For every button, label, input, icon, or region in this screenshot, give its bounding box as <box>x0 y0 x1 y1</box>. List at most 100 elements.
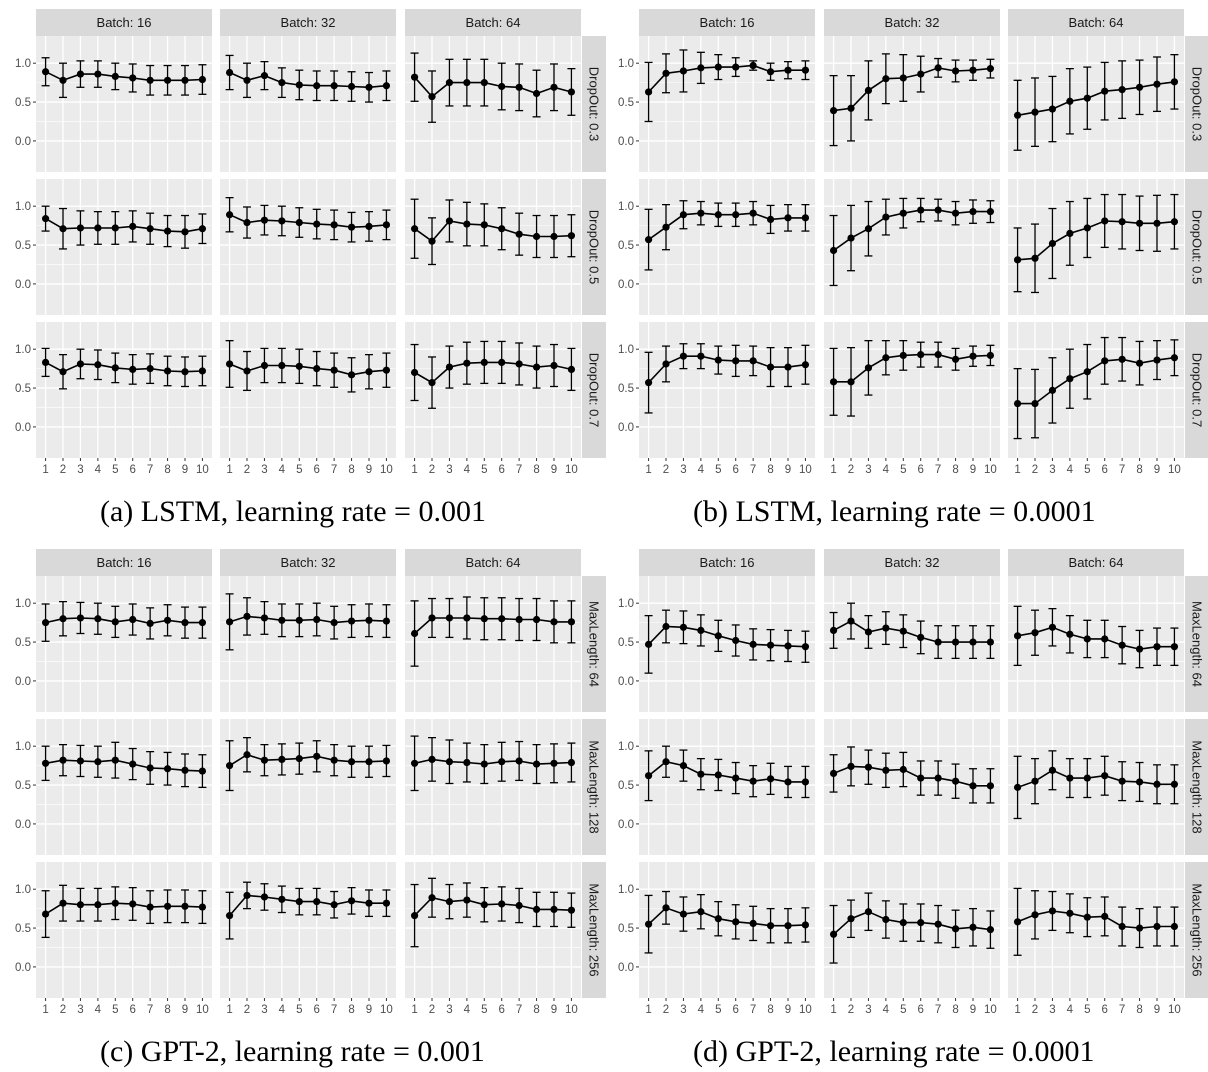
data-point <box>330 82 338 90</box>
col-strip <box>824 9 1000 36</box>
data-point <box>1048 766 1057 774</box>
panel-background <box>1008 36 1184 172</box>
data-point <box>243 891 251 900</box>
data-point <box>567 88 576 96</box>
data-point <box>1170 218 1179 226</box>
series-line <box>833 209 991 252</box>
panel-background <box>405 719 581 855</box>
panel <box>36 719 212 855</box>
x-tick-label: 10 <box>1168 1004 1181 1016</box>
data-point <box>784 214 792 222</box>
data-point <box>550 905 558 914</box>
x-tick-label: 3 <box>446 464 452 476</box>
data-point <box>801 643 810 651</box>
data-point <box>1153 922 1161 931</box>
data-point <box>1135 83 1144 91</box>
series-line <box>229 71 387 89</box>
y-tick-label: 1.0 <box>618 741 634 753</box>
data-point <box>1170 922 1179 931</box>
col-strip-label: Batch: 64 <box>1069 15 1124 30</box>
y-tick-label: 0.0 <box>618 422 634 434</box>
series-line <box>45 70 203 82</box>
x-tick-label: 2 <box>663 1004 669 1016</box>
data-point <box>129 222 137 231</box>
data-point <box>243 218 251 227</box>
y-tick-label: 0.5 <box>15 97 31 109</box>
data-point <box>749 919 757 927</box>
panel <box>1008 322 1184 458</box>
data-point <box>515 230 523 238</box>
x-tick-label: 1 <box>42 464 48 476</box>
x-tick-label: 10 <box>565 464 578 476</box>
x-tick-label: 4 <box>279 464 286 476</box>
panel-background <box>639 719 815 855</box>
panel-background <box>1008 862 1184 998</box>
panel <box>220 36 396 172</box>
x-tick-label: 9 <box>970 464 976 476</box>
x-tick-label: 6 <box>1102 1004 1108 1016</box>
y-tick-label: 0.0 <box>15 279 31 291</box>
data-point <box>1031 629 1039 637</box>
x-tick-label: 5 <box>296 1004 302 1016</box>
data-point <box>697 352 705 360</box>
data-point <box>829 769 838 777</box>
series-line <box>1017 626 1175 650</box>
x-tick-label: 10 <box>984 464 997 476</box>
data-point <box>662 904 670 912</box>
row-strip-label: DropOut: 0.5 <box>587 210 602 284</box>
data-point <box>882 766 890 774</box>
row-strip <box>1185 179 1208 315</box>
row-strip-label: MaxLength: 256 <box>1190 883 1205 976</box>
data-point <box>1153 356 1161 364</box>
data-point <box>260 756 269 764</box>
data-point <box>163 227 172 235</box>
x-tick-label: 8 <box>952 1004 958 1016</box>
data-point <box>532 363 541 371</box>
panel <box>639 862 815 998</box>
x-tick-label: 4 <box>279 1004 286 1016</box>
data-point <box>679 67 688 75</box>
data-point <box>986 638 995 646</box>
data-point <box>567 618 576 626</box>
data-point <box>864 364 873 372</box>
x-tick-label: 10 <box>565 1004 578 1016</box>
data-point <box>1101 635 1109 643</box>
x-tick-label: 6 <box>918 464 924 476</box>
y-tick-label: 1.0 <box>618 201 634 213</box>
data-point <box>951 638 960 646</box>
data-point <box>1031 108 1039 116</box>
data-point <box>1101 217 1109 225</box>
row-strip-label: MaxLength: 256 <box>587 883 602 976</box>
data-point <box>94 615 102 623</box>
data-point <box>532 615 541 624</box>
x-tick-label: 4 <box>95 1004 102 1016</box>
row-strip-label: MaxLength: 128 <box>1190 740 1205 833</box>
data-point <box>1170 354 1179 362</box>
data-point <box>662 360 670 368</box>
series-line <box>414 758 572 765</box>
data-point <box>679 211 688 219</box>
data-point <box>1048 105 1057 113</box>
data-point <box>697 626 705 634</box>
data-point <box>1101 357 1109 365</box>
data-point <box>567 758 576 767</box>
y-tick-label: 0.0 <box>618 962 634 974</box>
data-point <box>111 72 119 81</box>
x-tick-label: 10 <box>196 464 209 476</box>
data-point <box>330 901 338 909</box>
data-point <box>129 365 137 374</box>
col-strip-label: Batch: 16 <box>97 15 152 30</box>
data-point <box>365 368 373 376</box>
data-point <box>480 79 488 87</box>
x-tick-label: 9 <box>1154 1004 1160 1016</box>
data-point <box>41 358 50 367</box>
x-tick-label: 6 <box>499 1004 505 1016</box>
data-point <box>1118 355 1126 363</box>
data-point <box>111 364 119 372</box>
data-point <box>313 752 321 760</box>
data-point <box>278 616 286 624</box>
row-strip-label: MaxLength: 64 <box>1190 601 1205 687</box>
data-point <box>498 758 506 766</box>
data-point <box>766 641 775 649</box>
data-point <box>934 774 942 782</box>
